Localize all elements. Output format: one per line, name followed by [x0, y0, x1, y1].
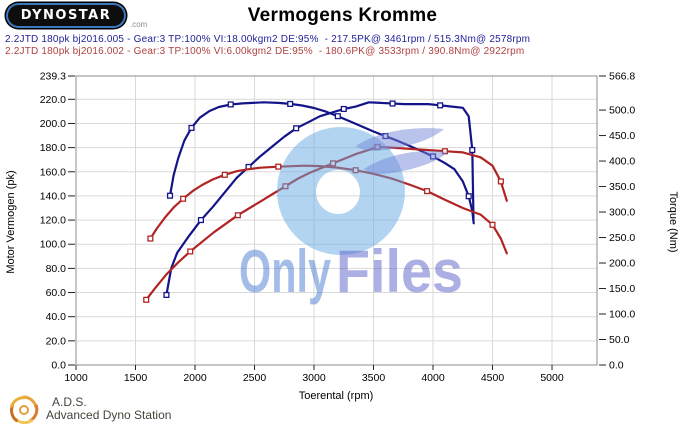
left-axis-tick-label: 20.0	[46, 335, 67, 347]
run2-power-pk-marker	[234, 212, 241, 219]
plot-border	[75, 75, 598, 366]
ads-abbr: A.D.S.	[52, 395, 87, 409]
chart-title: Vermogens Kromme	[247, 5, 438, 26]
x-axis-tick-label: 4000	[421, 372, 445, 384]
right-axis-tick-label: 350.0	[609, 181, 635, 193]
ads-swirl-icon	[10, 395, 39, 425]
run2-torque-nm-marker	[180, 195, 187, 202]
run2-torque-nm-marker	[489, 221, 496, 228]
run1-torque-nm-marker	[334, 113, 341, 120]
run2-torque-nm-marker	[424, 188, 431, 195]
left-axis-tick-label: 60.0	[46, 287, 67, 299]
run2-power-pk-marker	[143, 296, 150, 303]
dynostar-logo: Dynostar	[6, 3, 126, 28]
right-axis-tick-label: 0.0	[609, 360, 624, 372]
run1-torque-nm-marker	[188, 124, 195, 131]
run2-torque-nm-marker	[275, 163, 282, 170]
run1-torque-nm-marker	[382, 133, 389, 140]
run2-power-pk-marker	[187, 248, 194, 255]
run2-power-pk-curve	[145, 145, 508, 301]
left-axis-tick-label: 80.0	[46, 263, 67, 275]
run1-torque-nm-marker	[166, 192, 174, 199]
run1-power-pk-marker	[197, 217, 205, 224]
run1-torque-nm-marker	[465, 193, 472, 200]
run1-torque-nm-marker	[227, 101, 234, 108]
dynostar-logo-text: Dynostar	[20, 8, 112, 23]
x-axis-tick-label: 2500	[243, 372, 267, 384]
run1-torque-nm-marker	[429, 153, 437, 160]
right-axis-tick-label: 250.0	[609, 232, 635, 244]
left-axis-title: Motor Vermogen (pk)	[5, 170, 17, 274]
right-axis-title: Torque (Nm)	[667, 191, 679, 253]
right-axis-tick-label: 100.0	[609, 309, 635, 321]
run1-power-pk-marker	[437, 102, 444, 109]
run2-power-pk-marker	[282, 183, 289, 190]
run2-power-pk-marker	[329, 160, 337, 167]
right-axis-tick-label: 450.0	[609, 130, 635, 142]
x-axis-tick-label: 3000	[302, 372, 326, 384]
run1-torque-nm-marker	[287, 100, 294, 107]
x-axis-tick-label: 3500	[362, 372, 386, 384]
run2-torque-nm-marker	[221, 171, 228, 178]
left-axis-tick-label: 180.0	[40, 142, 66, 154]
x-axis-tick-label: 1500	[124, 372, 148, 384]
right-axis-tick-label: 400.0	[609, 156, 635, 168]
run2-power-pk-marker	[441, 148, 448, 155]
x-axis-tick-label: 2000	[183, 372, 207, 384]
left-axis-tick-label: 0.0	[51, 360, 66, 372]
left-axis-tick-label: 220.0	[40, 94, 66, 106]
run2-power-pk-marker	[374, 143, 381, 150]
run2-torque-nm-marker	[147, 235, 154, 242]
right-axis-tick-label: 500.0	[609, 105, 635, 117]
run1-power-pk-marker	[389, 100, 396, 107]
left-axis-tick-label: 140.0	[40, 190, 66, 202]
x-axis-tick-label: 1000	[64, 372, 88, 384]
left-axis-tick-label: 120.0	[40, 215, 66, 227]
run1-power-pk-marker	[163, 291, 170, 299]
left-axis-tick-label: 40.0	[46, 311, 67, 323]
ads-text-block: A.D.S. Advanced Dyno Station	[46, 394, 171, 422]
run1-power-pk-marker	[293, 125, 300, 132]
left-axis-tick-label: 200.0	[40, 118, 66, 130]
dynostar-logo-domain: .com	[130, 20, 148, 29]
legend-run2: 2.2JTD 180pk bj2016.002 - Gear:3 TP:100%…	[5, 46, 525, 57]
run1-power-pk-marker	[469, 146, 476, 154]
run1-power-pk-marker	[340, 105, 347, 113]
ads-logo: A.D.S. Advanced Dyno Station	[8, 394, 171, 426]
x-axis-title: Toerental (rpm)	[298, 390, 374, 402]
right-axis-tick-label: 566.8	[609, 71, 635, 83]
x-axis-tick-label: 5000	[540, 372, 564, 384]
left-axis-tick-label: 239.3	[40, 71, 66, 83]
right-axis-tick-label: 150.0	[609, 283, 635, 295]
x-axis-tick-label: 4500	[481, 372, 505, 384]
left-axis-tick-label: 160.0	[40, 166, 66, 178]
run2-torque-nm-marker	[352, 167, 359, 174]
right-axis-tick-label: 300.0	[609, 207, 635, 219]
legend-run1: 2.2JTD 180pk bj2016.005 - Gear:3 TP:100%…	[5, 34, 531, 45]
right-axis-tick-label: 200.0	[609, 258, 635, 270]
left-axis-tick-label: 100.0	[40, 239, 66, 251]
right-axis-tick-label: 50.0	[609, 334, 630, 346]
run2-power-pk-marker	[497, 178, 504, 185]
ads-name: Advanced Dyno Station	[46, 408, 172, 422]
run1-power-pk-curve	[165, 101, 475, 297]
